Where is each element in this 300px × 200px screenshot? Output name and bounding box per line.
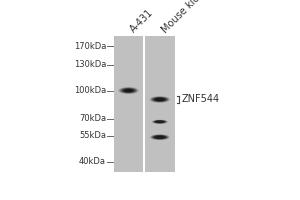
Text: Mouse kidney: Mouse kidney xyxy=(160,0,214,35)
Ellipse shape xyxy=(159,99,160,100)
Ellipse shape xyxy=(153,97,167,102)
Ellipse shape xyxy=(150,134,170,140)
Ellipse shape xyxy=(156,98,164,101)
Text: 130kDa: 130kDa xyxy=(74,60,106,69)
Text: 55kDa: 55kDa xyxy=(79,131,106,140)
Ellipse shape xyxy=(159,121,161,122)
Text: 170kDa: 170kDa xyxy=(74,42,106,51)
Ellipse shape xyxy=(152,135,167,139)
Ellipse shape xyxy=(156,121,163,123)
Ellipse shape xyxy=(155,136,164,138)
Ellipse shape xyxy=(157,99,162,100)
Ellipse shape xyxy=(153,120,167,124)
Bar xyxy=(145,36,175,172)
Ellipse shape xyxy=(119,87,138,94)
Ellipse shape xyxy=(120,88,137,93)
Ellipse shape xyxy=(127,90,130,91)
Ellipse shape xyxy=(122,88,135,93)
Ellipse shape xyxy=(157,136,162,138)
Text: 100kDa: 100kDa xyxy=(74,86,106,95)
Ellipse shape xyxy=(121,88,136,93)
Ellipse shape xyxy=(155,121,164,123)
Ellipse shape xyxy=(151,97,168,102)
Ellipse shape xyxy=(151,135,169,140)
Ellipse shape xyxy=(152,97,167,102)
Ellipse shape xyxy=(155,120,165,123)
Ellipse shape xyxy=(158,121,162,122)
Ellipse shape xyxy=(158,99,161,100)
Ellipse shape xyxy=(152,135,168,140)
Text: ZNF544: ZNF544 xyxy=(181,94,219,104)
Ellipse shape xyxy=(154,98,165,101)
Ellipse shape xyxy=(149,96,170,103)
Ellipse shape xyxy=(150,96,170,103)
Ellipse shape xyxy=(154,136,165,139)
Ellipse shape xyxy=(156,136,163,138)
Ellipse shape xyxy=(152,120,167,124)
Ellipse shape xyxy=(128,90,129,91)
Bar xyxy=(114,36,143,172)
Ellipse shape xyxy=(126,90,131,91)
Text: A-431: A-431 xyxy=(128,8,156,35)
Ellipse shape xyxy=(123,89,134,92)
Ellipse shape xyxy=(155,98,164,101)
Ellipse shape xyxy=(157,121,163,123)
Ellipse shape xyxy=(154,120,166,123)
Ellipse shape xyxy=(118,87,139,94)
Text: 70kDa: 70kDa xyxy=(79,114,106,123)
Text: 40kDa: 40kDa xyxy=(79,157,106,166)
Ellipse shape xyxy=(158,137,161,138)
Ellipse shape xyxy=(152,120,168,124)
Ellipse shape xyxy=(124,89,133,92)
Ellipse shape xyxy=(125,89,132,92)
Ellipse shape xyxy=(154,135,166,139)
